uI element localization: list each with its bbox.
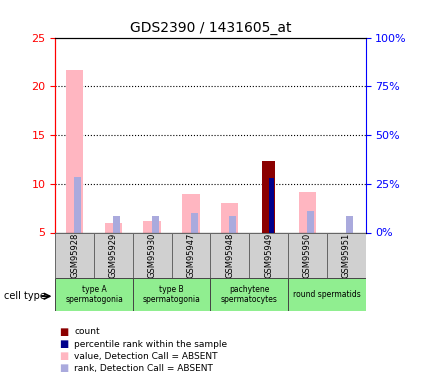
Bar	[66, 70, 83, 232]
Bar	[221, 203, 238, 232]
Bar	[262, 161, 275, 232]
Bar	[249, 232, 288, 278]
Bar	[307, 211, 314, 232]
Bar	[152, 216, 159, 232]
Bar	[105, 223, 122, 232]
Text: type A
spermatogonia: type A spermatogonia	[65, 285, 123, 304]
Bar	[133, 232, 172, 278]
Text: type B
spermatogonia: type B spermatogonia	[143, 285, 201, 304]
Text: GSM95930: GSM95930	[148, 232, 157, 278]
Bar	[113, 216, 120, 232]
Bar	[299, 192, 316, 232]
Text: value, Detection Call = ABSENT: value, Detection Call = ABSENT	[74, 352, 218, 361]
Text: ■: ■	[60, 327, 69, 337]
Bar	[55, 232, 94, 278]
Bar	[94, 232, 133, 278]
Bar	[288, 232, 327, 278]
Bar	[288, 278, 366, 311]
Text: ■: ■	[60, 363, 69, 373]
Bar	[230, 216, 236, 232]
Text: rank, Detection Call = ABSENT: rank, Detection Call = ABSENT	[74, 364, 213, 373]
Text: GSM95950: GSM95950	[303, 232, 312, 278]
Text: cell type: cell type	[4, 291, 46, 301]
Text: percentile rank within the sample: percentile rank within the sample	[74, 340, 227, 349]
Text: GSM95948: GSM95948	[225, 232, 234, 278]
Bar	[144, 221, 161, 232]
Bar	[172, 232, 210, 278]
Text: GSM95951: GSM95951	[342, 232, 351, 278]
Bar	[210, 232, 249, 278]
Bar	[55, 278, 133, 311]
Text: GSM95947: GSM95947	[187, 232, 196, 278]
Bar	[346, 216, 353, 232]
Text: round spermatids: round spermatids	[293, 290, 360, 299]
Bar	[133, 278, 210, 311]
Text: GSM95949: GSM95949	[264, 232, 273, 278]
Bar	[190, 213, 198, 232]
Bar	[74, 177, 81, 232]
Text: ■: ■	[60, 351, 69, 361]
Text: ■: ■	[60, 339, 69, 349]
Bar	[327, 232, 366, 278]
Bar	[269, 178, 274, 232]
Text: GSM95928: GSM95928	[70, 232, 79, 278]
Bar	[210, 278, 288, 311]
Title: GDS2390 / 1431605_at: GDS2390 / 1431605_at	[130, 21, 291, 35]
Text: count: count	[74, 327, 100, 336]
Text: GSM95929: GSM95929	[109, 232, 118, 278]
Text: pachytene
spermatocytes: pachytene spermatocytes	[221, 285, 278, 304]
Bar	[182, 194, 200, 232]
